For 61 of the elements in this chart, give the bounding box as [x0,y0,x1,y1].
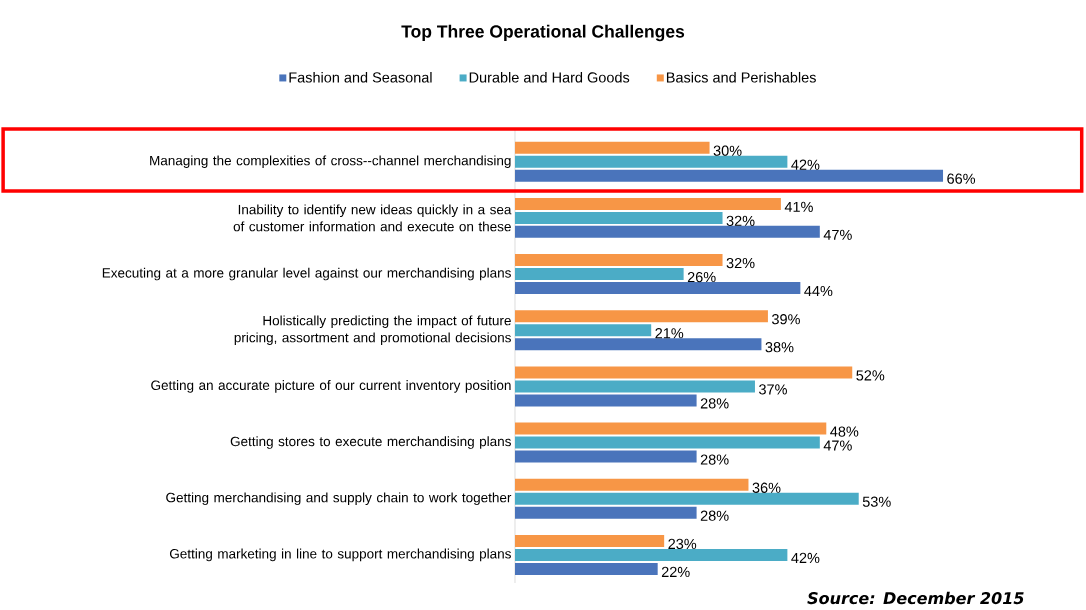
data-label: 28% [700,454,729,465]
bar [515,380,755,393]
data-label: 47% [823,229,852,240]
bar [515,254,723,267]
data-label: 21% [655,328,684,339]
bar [515,338,762,351]
bar [515,492,859,505]
legend-label: Durable and Hard Goods [469,71,630,83]
bar [515,366,853,379]
y-tick-label: Getting merchandising and supply chain to work together [166,492,512,506]
y-tick-label: Managing the complexities of cross--channel merchandising [150,155,511,168]
bar [515,169,944,182]
bar [515,225,820,238]
y-tick-label: Holistically predicting the impact of future pricing, assortment and promotional decisions [234,315,511,346]
data-label: 36% [752,482,781,493]
legend-label: Basics and Perishables [666,71,816,83]
data-label: 41% [784,201,813,212]
data-label: 66% [947,173,976,184]
data-label: 28% [700,510,729,521]
data-label: 28% [700,398,729,409]
data-label: 37% [759,384,787,395]
data-label: 26% [687,271,716,283]
data-label: 32% [726,257,755,269]
bar [515,562,658,575]
data-label: 22% [661,566,690,577]
bar [515,506,697,519]
bar [515,310,768,323]
bar [515,324,652,337]
y-tick-label: Inability to identify new ideas quickly in a sea of customer information and execute on these [233,204,512,232]
y-tick-label: Getting an accurate picture of our current inventory position [151,380,511,393]
data-label: 23% [668,538,697,550]
data-label: 32% [726,215,755,227]
data-label: 44% [804,285,833,297]
data-label: 38% [765,342,794,353]
data-label: 53% [862,496,891,507]
y-tick-label: Executing at a more granular level against our merchandising plans [102,267,511,281]
data-label: 30% [713,145,742,156]
chart-title: Top Three Operational Challenges [401,24,685,42]
data-label: 48% [830,426,859,437]
data-label: 52% [856,370,885,381]
bar [515,197,781,210]
bar [515,478,749,491]
y-tick-label: Getting marketing in line to support merchandising plans [169,548,511,562]
bar [515,155,788,168]
bar [515,268,684,281]
bar [515,422,827,435]
data-label: 39% [771,314,800,325]
bar [515,548,788,561]
source-note: Source: December 2015 [807,591,1024,605]
bar [515,436,820,449]
bar [515,211,723,224]
bar [515,534,665,547]
bar [515,450,697,463]
bar [515,394,697,407]
bar [515,282,801,295]
bar [515,141,710,154]
y-tick-label: Getting stores to execute merchandising plans [230,436,511,449]
data-label: 47% [823,440,852,451]
legend-label: Fashion and Seasonal [289,71,432,83]
data-label: 42% [791,159,820,170]
data-label: 42% [791,552,820,564]
